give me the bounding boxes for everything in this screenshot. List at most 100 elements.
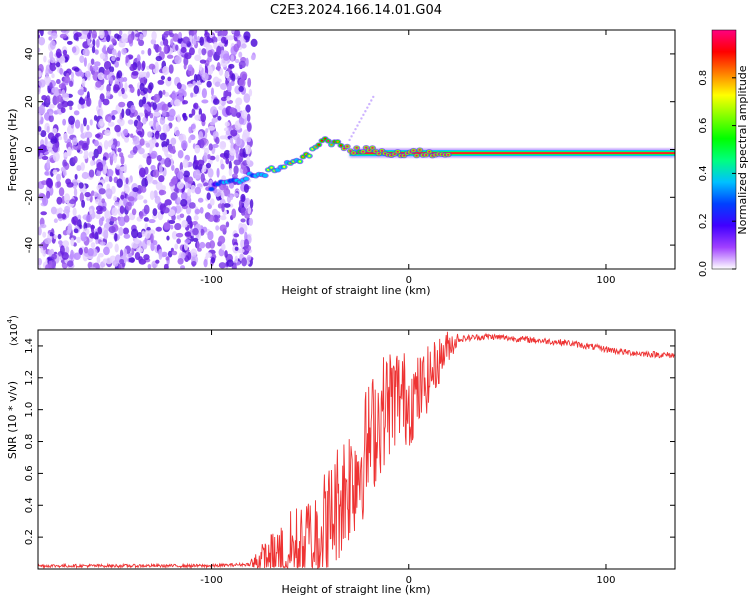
noise-speck (216, 35, 223, 42)
noise-speck (219, 140, 227, 150)
noise-speck (91, 45, 96, 54)
noise-speck (176, 197, 181, 204)
noise-speck (73, 187, 78, 197)
noise-speck (148, 120, 155, 127)
noise-speck (182, 170, 191, 178)
noise-speck (161, 185, 166, 191)
noise-speck (77, 89, 85, 96)
noise-speck (49, 61, 57, 72)
noise-speck (238, 227, 245, 235)
noise-speck (113, 153, 118, 164)
noise-speck (49, 40, 56, 50)
noise-speck (196, 240, 200, 250)
noise-speck (201, 72, 209, 81)
noise-speck (84, 70, 91, 78)
noise-speck (122, 227, 130, 235)
noise-speck (221, 175, 227, 181)
noise-speck (38, 79, 46, 88)
noise-speck (158, 46, 162, 53)
spectrogram-y-tick-label: -20 (24, 189, 35, 205)
noise-speck (225, 185, 229, 191)
noise-speck (116, 70, 123, 79)
noise-speck (38, 257, 43, 266)
noise-speck (226, 95, 231, 102)
noise-speck (244, 213, 250, 219)
noise-speck (137, 130, 143, 136)
track-blob-core (346, 145, 349, 148)
noise-speck (220, 243, 226, 251)
noise-speck (77, 102, 82, 110)
noise-speck (180, 252, 186, 260)
noise-speck (152, 139, 157, 144)
noise-speck (91, 30, 97, 39)
noise-speck (47, 178, 54, 189)
noise-speck (152, 179, 158, 185)
noise-speck (226, 35, 234, 41)
chart-title: C2E3.2024.166.14.01.G04 (270, 3, 442, 18)
noise-speck (218, 262, 227, 269)
noise-speck (49, 232, 54, 237)
noise-speck (97, 226, 103, 235)
noise-speck (206, 37, 214, 43)
noise-speck (79, 192, 84, 203)
noise-speck (58, 136, 63, 141)
noise-speck (111, 144, 116, 149)
noise-speck (198, 64, 203, 71)
noise-speck (165, 256, 170, 261)
noise-speck (219, 224, 227, 232)
noise-speck (224, 121, 230, 127)
noise-speck (141, 177, 148, 188)
noise-speck (166, 54, 174, 59)
noise-speck (183, 63, 187, 70)
noise-speck (162, 207, 170, 214)
noise-speck (193, 85, 200, 95)
noise-speck (73, 252, 81, 261)
noise-speck (188, 136, 192, 144)
noise-speck (147, 264, 152, 269)
noise-speck (241, 257, 248, 267)
noise-speck (131, 228, 139, 239)
snr-y-tick-label: 1.0 (24, 402, 35, 418)
noise-speck (166, 235, 170, 241)
side-trace-dot (358, 120, 361, 124)
noise-speck (143, 254, 150, 261)
noise-speck (143, 199, 148, 204)
noise-speck (163, 45, 168, 55)
noise-speck (103, 229, 109, 240)
noise-speck (125, 54, 129, 64)
noise-speck (121, 33, 129, 43)
noise-speck (56, 180, 62, 188)
noise-speck (161, 140, 168, 148)
noise-speck (216, 45, 222, 56)
noise-speck (39, 30, 44, 37)
noise-speck (248, 217, 254, 226)
noise-speck (94, 49, 99, 55)
noise-speck (210, 106, 218, 116)
noise-speck (180, 46, 187, 54)
noise-speck (56, 79, 61, 85)
noise-speck (229, 80, 235, 87)
noise-speck (108, 66, 115, 73)
noise-speck (189, 47, 195, 56)
noise-speck (67, 260, 74, 267)
noise-speck (139, 138, 145, 146)
track-blob-core (393, 153, 396, 156)
noise-speck (92, 65, 99, 72)
snr-x-tick-label: 0 (406, 575, 412, 586)
noise-speck (83, 87, 87, 93)
noise-speck (181, 220, 188, 228)
noise-speck (55, 48, 62, 59)
spectrogram-x-tick-label: -100 (200, 275, 223, 286)
side-trace-dot (360, 117, 363, 120)
noise-speck (94, 133, 101, 138)
noise-speck (190, 248, 198, 258)
noise-speck (215, 154, 220, 162)
noise-speck (152, 208, 158, 217)
track-blob-core (402, 154, 406, 157)
noise-speck (90, 224, 95, 234)
noise-speck (41, 94, 47, 101)
side-trace-dot (348, 138, 351, 142)
noise-speck (147, 47, 152, 56)
noise-speck (159, 116, 166, 125)
noise-speck (203, 258, 208, 268)
